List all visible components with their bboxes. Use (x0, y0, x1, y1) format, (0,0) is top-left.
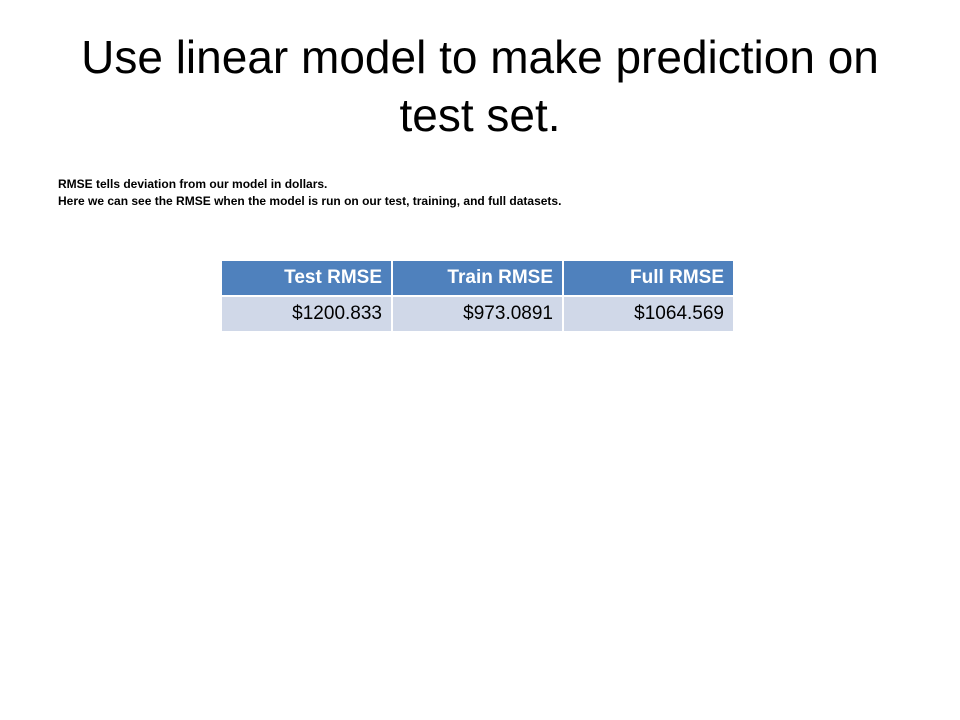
cell-test-rmse: $1200.833 (220, 295, 393, 333)
note-line: Here we can see the RMSE when the model … (58, 194, 562, 208)
cell-full-rmse: $1064.569 (562, 295, 735, 333)
table-header-row: Test RMSE Train RMSE Full RMSE (220, 259, 735, 297)
header-train-rmse: Train RMSE (391, 259, 564, 297)
table-row: $1200.833 $973.0891 $1064.569 (220, 295, 735, 333)
header-test-rmse: Test RMSE (220, 259, 393, 297)
cell-train-rmse: $973.0891 (391, 295, 564, 333)
rmse-table: Test RMSE Train RMSE Full RMSE $1200.833… (220, 259, 735, 333)
header-full-rmse: Full RMSE (562, 259, 735, 297)
slide-title: Use linear model to make prediction on t… (81, 31, 879, 141)
note-line: RMSE tells deviation from our model in d… (58, 177, 328, 191)
slide-notes: RMSE tells deviation from our model in d… (58, 176, 898, 210)
